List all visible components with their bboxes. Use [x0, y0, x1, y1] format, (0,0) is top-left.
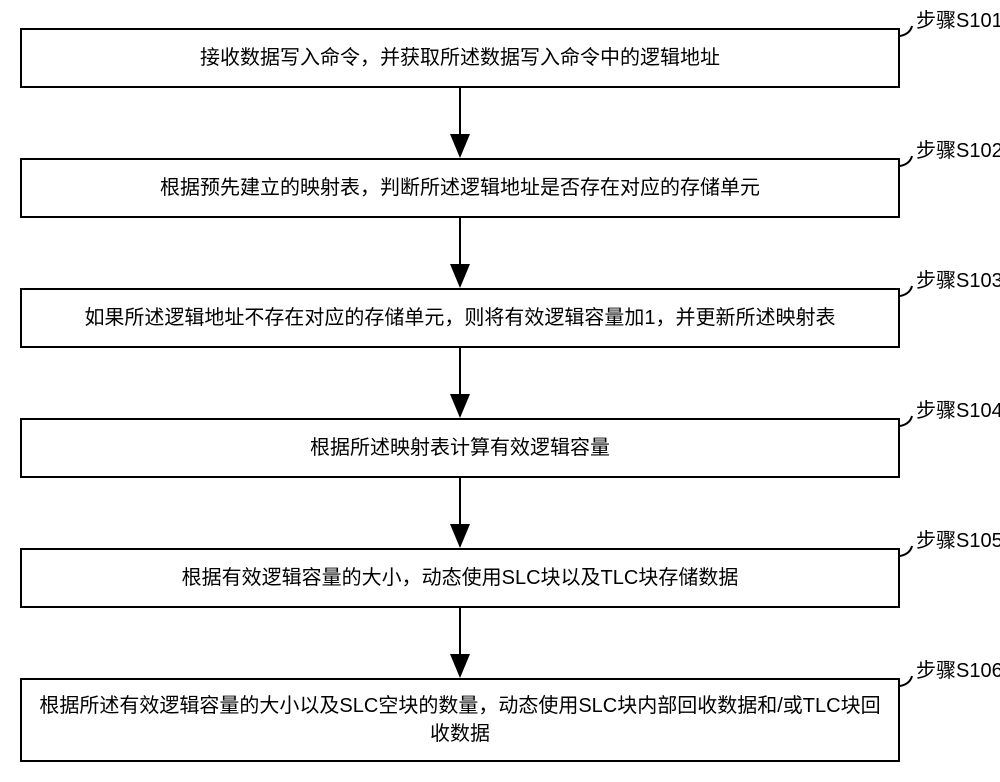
step-label-s101: 步骤S101 — [916, 4, 1000, 33]
step-label-s103: 步骤S103 — [916, 264, 1000, 293]
step-label-s105: 步骤S105 — [916, 524, 1000, 553]
flow-node-s101: 接收数据写入命令，并获取所述数据写入命令中的逻辑地址 — [20, 28, 900, 88]
flow-node-s105: 根据有效逻辑容量的大小，动态使用SLC块以及TLC块存储数据 — [20, 548, 900, 608]
connector-layer — [0, 0, 1000, 782]
flow-node-text: 如果所述逻辑地址不存在对应的存储单元，则将有效逻辑容量加1，并更新所述映射表 — [84, 304, 835, 332]
flow-node-s103: 如果所述逻辑地址不存在对应的存储单元，则将有效逻辑容量加1，并更新所述映射表 — [20, 288, 900, 348]
flow-node-text: 根据预先建立的映射表，判断所述逻辑地址是否存在对应的存储单元 — [160, 174, 760, 202]
step-label-s104: 步骤S104 — [916, 394, 1000, 423]
flow-node-text: 根据所述有效逻辑容量的大小以及SLC空块的数量，动态使用SLC块内部回收数据和/… — [30, 692, 890, 748]
flow-node-s102: 根据预先建立的映射表，判断所述逻辑地址是否存在对应的存储单元 — [20, 158, 900, 218]
step-label-s102: 步骤S102 — [916, 134, 1000, 163]
flow-node-s106: 根据所述有效逻辑容量的大小以及SLC空块的数量，动态使用SLC块内部回收数据和/… — [20, 678, 900, 762]
flow-node-text: 接收数据写入命令，并获取所述数据写入命令中的逻辑地址 — [200, 44, 720, 72]
flowchart-canvas: 接收数据写入命令，并获取所述数据写入命令中的逻辑地址 步骤S101 根据预先建立的映… — [0, 0, 1000, 782]
flow-node-s104: 根据所述映射表计算有效逻辑容量 — [20, 418, 900, 478]
step-label-s106: 步骤S106 — [916, 654, 1000, 683]
flow-node-text: 根据所述映射表计算有效逻辑容量 — [310, 434, 610, 462]
flow-node-text: 根据有效逻辑容量的大小，动态使用SLC块以及TLC块存储数据 — [182, 564, 739, 592]
